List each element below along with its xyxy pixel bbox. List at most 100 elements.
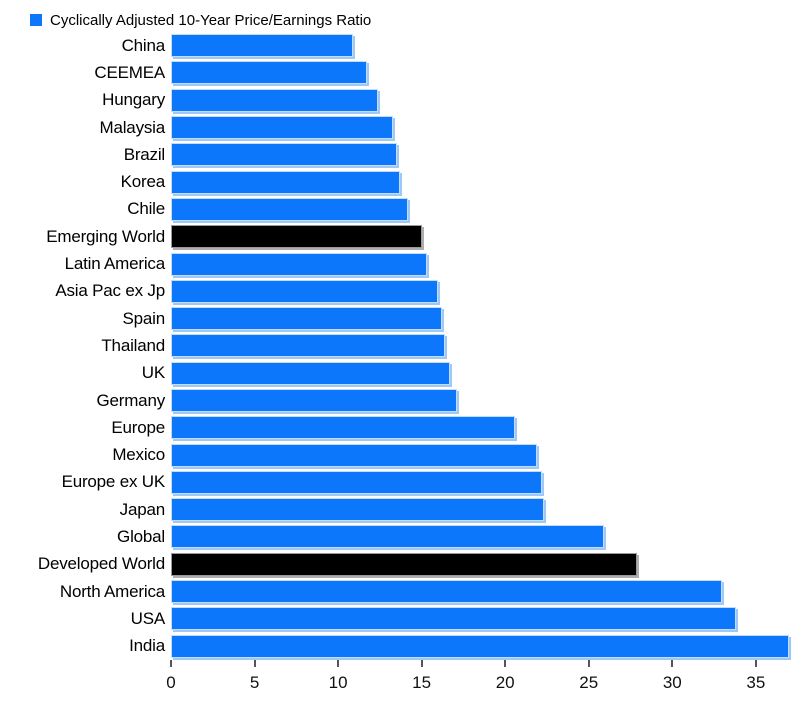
chart-row: Malaysia: [0, 114, 805, 141]
x-axis-tick-label: 35: [746, 672, 766, 692]
category-label: North America: [59, 581, 165, 601]
x-axis-tick: [253, 659, 256, 667]
bar: [171, 389, 457, 412]
bar-zone: [171, 470, 805, 494]
bar: [171, 116, 394, 140]
category-label: UK: [141, 363, 165, 383]
chart-row: Developed World: [0, 551, 805, 578]
category-label: Global: [117, 526, 165, 546]
chart-row: Latin America: [0, 250, 805, 277]
category-label: Chile: [127, 199, 165, 219]
bar-zone: [171, 307, 805, 331]
x-axis-tick: [170, 659, 172, 667]
category-label: Brazil: [123, 144, 166, 164]
chart-row: Europe ex UK: [0, 469, 805, 496]
bar: [171, 443, 537, 467]
category-label: India: [129, 636, 165, 656]
bar: [171, 525, 604, 549]
chart-row: Emerging World: [0, 223, 805, 250]
bar: [171, 143, 397, 167]
bar-zone: [171, 580, 805, 604]
x-axis-tick-label: 10: [328, 672, 348, 692]
x-axis-tick-label: 0: [166, 672, 176, 692]
chart-row: Europe: [0, 414, 805, 441]
chart-row: India: [0, 633, 805, 660]
bar-zone: [171, 279, 805, 303]
category-label: Asia Pac ex Jp: [55, 281, 165, 301]
bar: [171, 634, 790, 658]
bar: [171, 580, 723, 604]
bar-zone: [171, 61, 805, 85]
bar: [171, 607, 736, 631]
chart-row: Spain: [0, 305, 805, 332]
bar-zone: [171, 334, 805, 358]
bar-zone: [171, 88, 805, 112]
category-label: USA: [130, 608, 166, 628]
x-axis-tick-label: 20: [495, 672, 515, 692]
chart-row: CEEMEA: [0, 59, 805, 86]
category-label: Spain: [122, 308, 166, 328]
category-label: Emerging World: [46, 226, 165, 246]
x-axis-tick: [504, 659, 507, 667]
bar-zone: [171, 498, 805, 522]
bar-zone: [171, 252, 805, 276]
bar: [171, 470, 542, 494]
bar-zone: [171, 170, 805, 194]
category-label: Hungary: [102, 90, 165, 110]
chart-row: UK: [0, 360, 805, 387]
bar: [171, 307, 442, 331]
category-label: Thailand: [101, 335, 165, 355]
x-axis-tick: [671, 659, 674, 667]
legend-label: Cyclically Adjusted 10-Year Price/Earnin…: [50, 11, 372, 29]
bar: [171, 197, 409, 221]
bar: [171, 416, 516, 440]
category-label: Europe: [111, 417, 165, 437]
category-label: Korea: [120, 172, 166, 192]
chart-row: North America: [0, 578, 805, 605]
chart-row: Global: [0, 523, 805, 550]
category-label: Developed World: [37, 554, 165, 574]
x-axis-tick: [754, 659, 757, 667]
bar-zone: [171, 552, 805, 576]
chart-rows: China CEEMEA Hungary Malaysia Brazil Korea Chi…: [0, 32, 805, 660]
bar-zone: [171, 225, 805, 249]
bar-highlighted: [171, 552, 638, 576]
category-label: Europe ex UK: [61, 472, 166, 492]
chart-row: Japan: [0, 496, 805, 523]
bar-zone: [171, 197, 805, 221]
x-axis-tick: [337, 659, 340, 667]
bar: [171, 34, 354, 58]
x-axis-tick: [420, 659, 423, 667]
x-axis-tick-label: 15: [412, 672, 432, 692]
chart-row: Hungary: [0, 87, 805, 114]
chart-row: Brazil: [0, 141, 805, 168]
bar-zone: [171, 607, 805, 631]
category-label: CEEMEA: [94, 62, 165, 82]
bar-zone: [171, 443, 805, 467]
legend-swatch-icon: [30, 13, 42, 26]
chart-row: Thailand: [0, 332, 805, 359]
bar-highlighted: [171, 225, 422, 249]
bar: [171, 361, 451, 385]
x-axis-tick-label: 5: [249, 672, 260, 692]
chart-row: Korea: [0, 168, 805, 195]
category-label: Mexico: [112, 445, 165, 465]
bar-zone: [171, 143, 805, 167]
bar-zone: [171, 525, 805, 549]
x-axis-tick: [587, 659, 590, 667]
bar: [171, 252, 427, 276]
x-axis: 0 5 10 15 20 25 30 35: [166, 659, 805, 700]
chart-row: Chile: [0, 196, 805, 223]
bar-zone: [171, 416, 805, 440]
chart-row: Asia Pac ex Jp: [0, 278, 805, 305]
category-label: China: [121, 35, 166, 55]
bar-zone: [171, 389, 805, 412]
bar-zone: [171, 116, 805, 140]
category-label: Malaysia: [99, 117, 166, 137]
bar-zone: [171, 634, 805, 658]
category-label: Japan: [119, 499, 166, 519]
chart-row: China: [0, 32, 805, 59]
bar-zone: [171, 361, 805, 385]
bar: [171, 61, 367, 85]
legend: Cyclically Adjusted 10-Year Price/Earnin…: [0, 0, 805, 30]
